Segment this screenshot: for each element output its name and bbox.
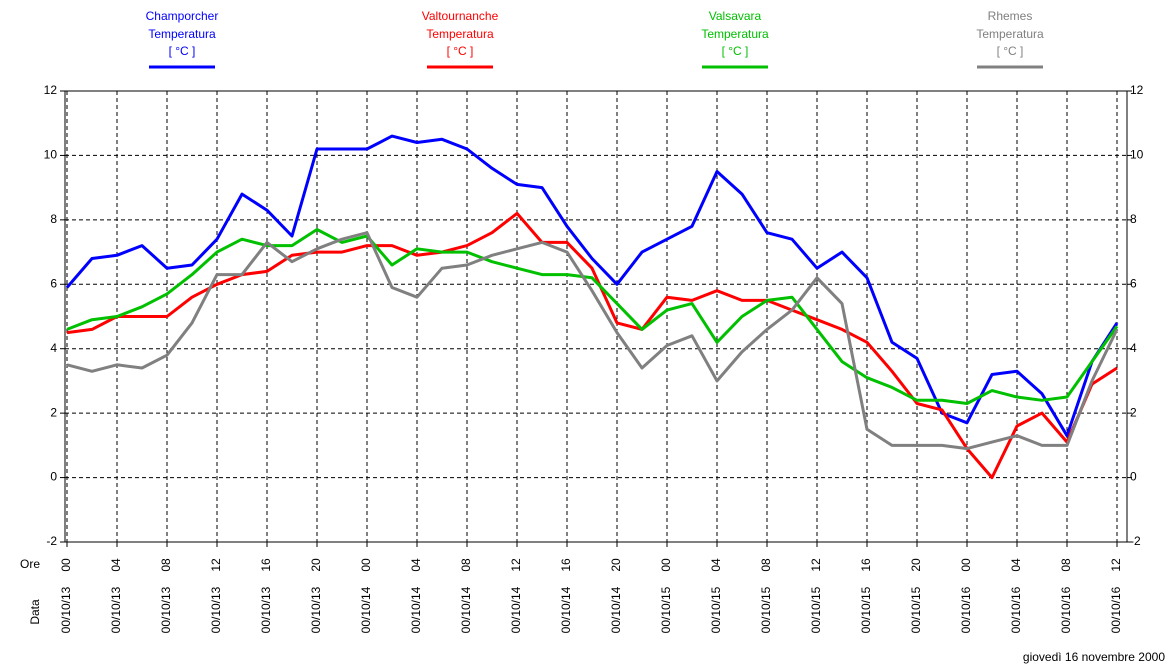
legend-unit: [ °C ] xyxy=(169,44,196,58)
date-label: 00/10/15 xyxy=(859,586,873,633)
date-label: 00/10/16 xyxy=(1109,586,1123,633)
legend-name: Rhemes xyxy=(988,9,1033,23)
x-tick-label: 08 xyxy=(159,558,173,572)
series-line xyxy=(66,211,1118,480)
legend-name: Champorcher xyxy=(146,9,219,23)
y-tick-label: 4 xyxy=(50,341,57,355)
date-label: 00/10/15 xyxy=(709,586,723,633)
legend-name: Valsavara xyxy=(709,9,762,23)
x-tick-label: 00 xyxy=(59,558,73,572)
x-tick-label: 12 xyxy=(209,558,223,572)
legend-unit: [ °C ] xyxy=(722,44,749,58)
series-line xyxy=(65,134,1119,438)
footer: giovedì 16 novembre 2000 xyxy=(1023,650,1165,664)
y-tick-label: 12 xyxy=(44,83,58,97)
x-tick-label: 04 xyxy=(709,558,723,572)
date-label: 00/10/14 xyxy=(459,586,473,633)
x-tick-label: 00 xyxy=(959,558,973,572)
legend-unit: [ °C ] xyxy=(447,44,474,58)
x-tick-label: 12 xyxy=(809,558,823,572)
y-tick-label: 8 xyxy=(50,212,57,226)
legend-quantity: Temperatura xyxy=(426,27,494,41)
series-line xyxy=(66,228,1119,405)
legend-quantity: Temperatura xyxy=(701,27,769,41)
y2-tick-label: 8 xyxy=(1130,212,1137,226)
x-tick-label: 08 xyxy=(459,558,473,572)
date-label: 00/10/13 xyxy=(59,586,73,633)
x-tick-label: 04 xyxy=(1009,558,1023,572)
y-tick-label: -2 xyxy=(46,534,57,548)
x-tick-label: 04 xyxy=(409,558,423,572)
date-label: 00/10/14 xyxy=(609,586,623,633)
x-tick-label: 08 xyxy=(1059,558,1073,572)
date-label: 00/10/14 xyxy=(559,586,573,633)
y-tick-label: 6 xyxy=(50,276,57,290)
y2-tick-label: 12 xyxy=(1130,83,1144,97)
date-label: 00/10/15 xyxy=(759,586,773,633)
x-tick-label: 16 xyxy=(259,558,273,572)
y2-tick-label: 0 xyxy=(1130,470,1137,484)
date-label: 00/10/13 xyxy=(109,586,123,633)
x-tick-label: 12 xyxy=(509,558,523,572)
x-tick-label: 16 xyxy=(559,558,573,572)
x-tick-label: 16 xyxy=(859,558,873,572)
date-label: 00/10/14 xyxy=(509,586,523,633)
plot-frame xyxy=(64,90,1128,543)
legend-quantity: Temperatura xyxy=(148,27,216,41)
date-label: 00/10/15 xyxy=(809,586,823,633)
date-label: 00/10/13 xyxy=(309,586,323,633)
x-tick-label: 20 xyxy=(309,558,323,572)
series-line xyxy=(66,231,1119,451)
x-tick-label: 12 xyxy=(1109,558,1123,572)
y-tick-label: 10 xyxy=(44,148,58,162)
date-label: 00/10/14 xyxy=(409,586,423,633)
legend-unit: [ °C ] xyxy=(997,44,1024,58)
y2-tick-label: 2 xyxy=(1130,405,1137,419)
x-tick-label: 20 xyxy=(909,558,923,572)
date-label: 00/10/13 xyxy=(259,586,273,633)
x-tick-label: 08 xyxy=(759,558,773,572)
date-label: 00/10/15 xyxy=(909,586,923,633)
y2-tick-label: 4 xyxy=(1130,341,1137,355)
date-label: 00/10/13 xyxy=(209,586,223,633)
legend-name: Valtournanche xyxy=(422,9,499,23)
x-axis-label: Ore xyxy=(20,557,40,571)
date-label: 00/10/15 xyxy=(659,586,673,633)
date-axis-label: Data xyxy=(28,599,42,625)
x-tick-label: 00 xyxy=(659,558,673,572)
date-label: 00/10/16 xyxy=(1059,586,1073,633)
y-tick-label: 0 xyxy=(50,470,57,484)
x-tick-label: 00 xyxy=(359,558,373,572)
x-tick-label: 20 xyxy=(609,558,623,572)
y-tick-label: 2 xyxy=(50,405,57,419)
date-label: 00/10/16 xyxy=(959,586,973,633)
y2-tick-label: -2 xyxy=(1130,534,1141,548)
date-label: 00/10/16 xyxy=(1009,586,1023,633)
date-label: 00/10/13 xyxy=(159,586,173,633)
x-tick-label: 04 xyxy=(109,558,123,572)
y2-tick-label: 6 xyxy=(1130,276,1137,290)
legend-quantity: Temperatura xyxy=(976,27,1044,41)
date-label: 00/10/14 xyxy=(359,586,373,633)
y2-tick-label: 10 xyxy=(1130,148,1144,162)
